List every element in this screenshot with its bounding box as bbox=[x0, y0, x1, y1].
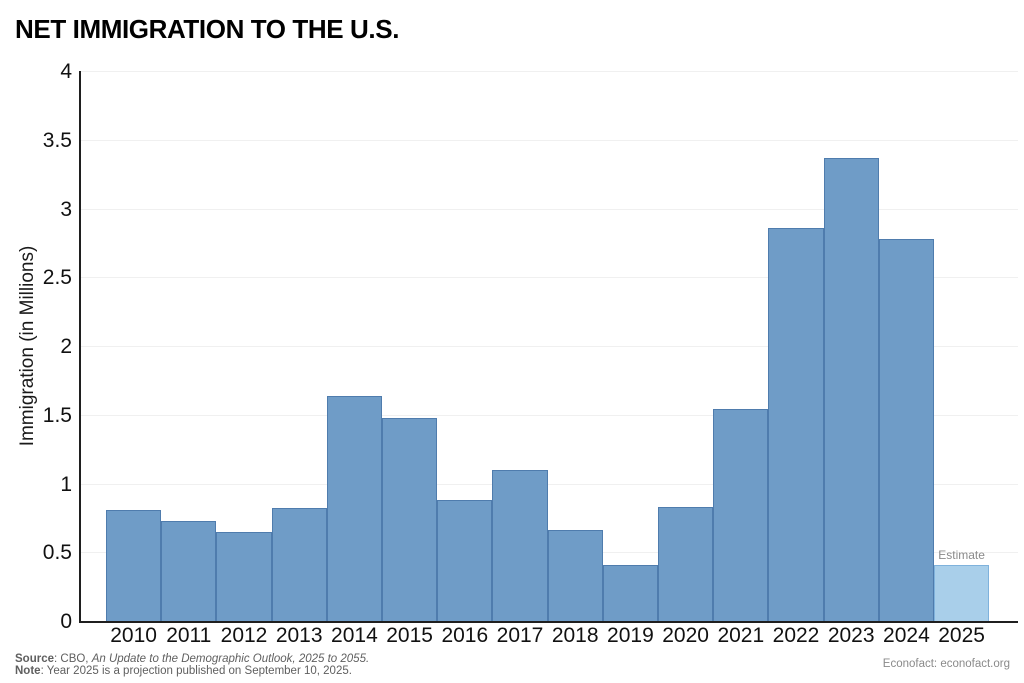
y-tick-label: 2.5 bbox=[42, 266, 72, 290]
footer-source: Source: CBO, An Update to the Demographi… bbox=[15, 653, 369, 665]
footer-source-label: Source bbox=[15, 653, 54, 665]
x-tick-label: 2021 bbox=[717, 624, 765, 647]
gridline bbox=[80, 414, 1018, 416]
estimate-annotation: Estimate bbox=[938, 547, 985, 562]
x-tick-label: 2012 bbox=[220, 624, 268, 647]
y-tick-label: 3.5 bbox=[42, 128, 72, 152]
gridline bbox=[80, 139, 1018, 141]
x-tick-label: 2018 bbox=[551, 624, 599, 647]
bar bbox=[602, 564, 658, 621]
x-tick-label: 2011 bbox=[166, 624, 212, 647]
y-tick-label: 0 bbox=[60, 610, 72, 633]
footer-note: Note: Year 2025 is a projection publishe… bbox=[15, 665, 352, 677]
bar bbox=[547, 530, 603, 621]
gridline bbox=[80, 71, 1018, 72]
y-axis-line bbox=[79, 71, 81, 623]
footer-source-text: : CBO, bbox=[54, 653, 92, 665]
gridline bbox=[80, 277, 1018, 279]
bar bbox=[271, 508, 327, 621]
bar bbox=[658, 506, 714, 621]
bar-estimate bbox=[934, 564, 990, 621]
x-axis-line bbox=[79, 621, 1018, 623]
bar bbox=[382, 417, 438, 621]
plot-area bbox=[80, 71, 1018, 621]
y-tick-label: 4 bbox=[60, 60, 72, 83]
footer-source-italic: An Update to the Demographic Outlook, 20… bbox=[91, 653, 370, 665]
gridline bbox=[80, 483, 1018, 485]
bar bbox=[492, 469, 548, 621]
bar bbox=[823, 157, 879, 621]
gridline bbox=[80, 208, 1018, 210]
x-tick-label: 2022 bbox=[772, 624, 820, 647]
x-tick-label: 2013 bbox=[275, 624, 323, 647]
footer-note-label: Note bbox=[15, 665, 41, 677]
gridline bbox=[80, 346, 1018, 347]
bar bbox=[768, 227, 824, 621]
bar bbox=[326, 395, 382, 621]
footer-note-text: : Year 2025 is a projection published on… bbox=[40, 665, 352, 677]
x-tick-label: 2015 bbox=[386, 624, 433, 647]
footer-credit: Econofact: econofact.org bbox=[882, 658, 1010, 670]
y-tick-label: 3 bbox=[60, 197, 72, 221]
bar bbox=[878, 238, 934, 621]
y-tick-label: 0.5 bbox=[42, 541, 72, 565]
x-tick-label: 2024 bbox=[883, 624, 930, 647]
x-tick-label: 2014 bbox=[331, 624, 378, 647]
x-tick-label: 2023 bbox=[827, 624, 875, 647]
bar bbox=[161, 520, 217, 621]
x-tick-label: 2020 bbox=[662, 624, 709, 647]
x-tick-label: 2010 bbox=[110, 624, 157, 647]
bar bbox=[713, 409, 769, 621]
y-tick-label: 1 bbox=[60, 472, 72, 496]
x-tick-label: 2019 bbox=[607, 624, 654, 647]
y-tick-label: 2 bbox=[60, 335, 72, 358]
y-tick-label: 1.5 bbox=[42, 403, 72, 427]
chart-title: NET IMMIGRATION TO THE U.S. bbox=[15, 14, 400, 44]
x-tick-label: 2025 bbox=[938, 624, 985, 647]
x-tick-label: 2016 bbox=[441, 624, 489, 647]
x-tick-label: 2017 bbox=[496, 624, 544, 647]
bar bbox=[216, 531, 272, 621]
bar bbox=[437, 500, 493, 621]
bar bbox=[106, 509, 162, 621]
